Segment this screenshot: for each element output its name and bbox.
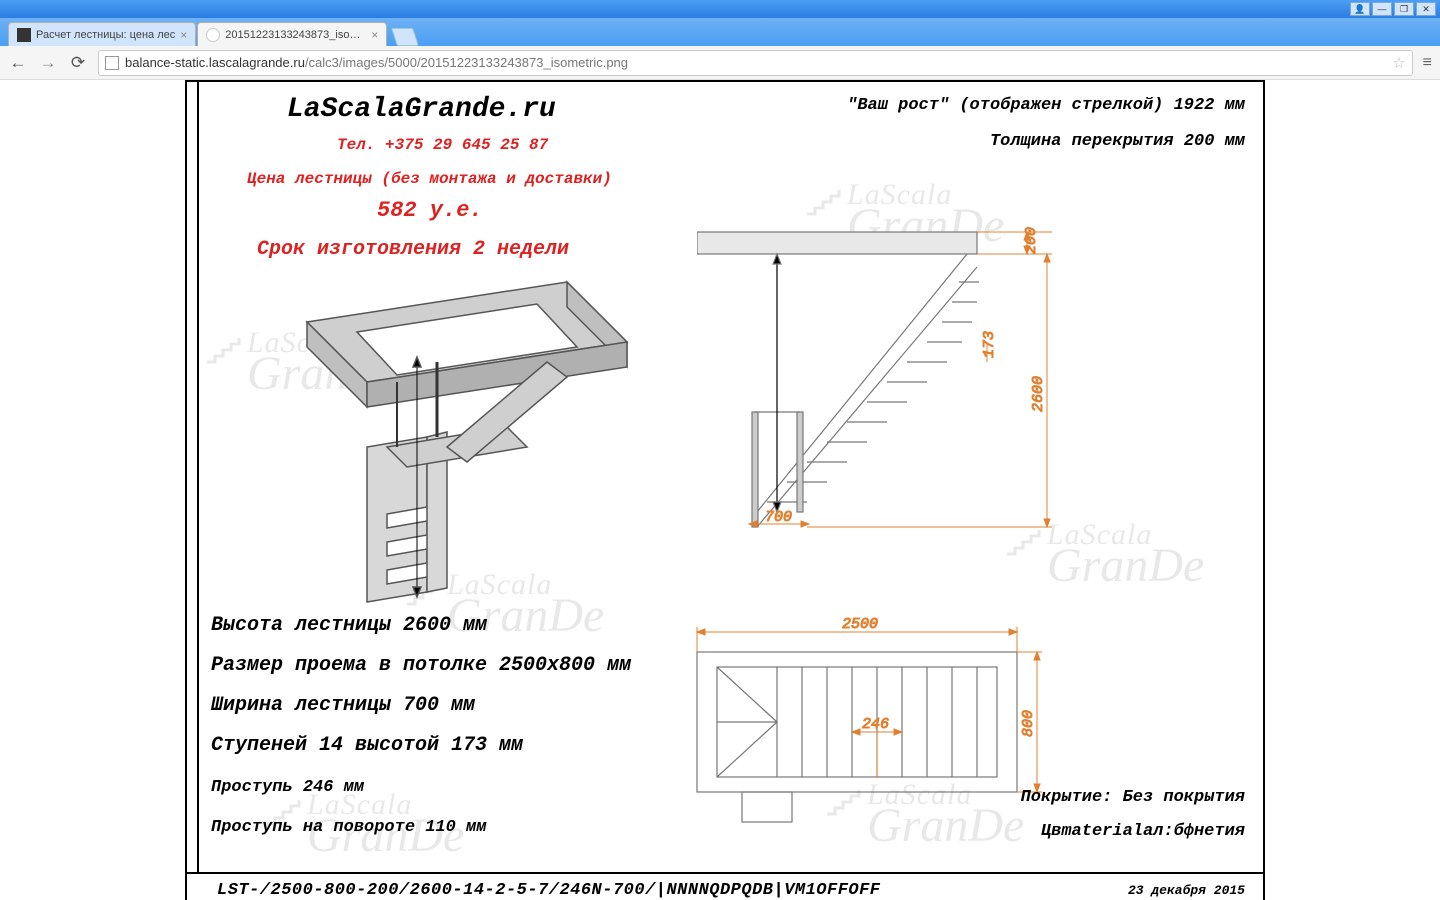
spec-width: Ширина лестницы 700 мм [211, 694, 475, 717]
back-button[interactable]: ← [8, 53, 28, 73]
spec-opening: Размер проема в потолке 2500x800 мм [211, 654, 631, 677]
drawing-sheet: LaScalaGranDe LaScalaGranDe LaScalaGranD… [185, 80, 1265, 900]
spec-tread-turn: Проступь на повороте 110 мм [211, 818, 486, 837]
maximize-button[interactable]: ❐ [1394, 2, 1414, 16]
favicon-icon [17, 28, 31, 42]
tab-title: Расчет лестницы: цена лес [36, 29, 175, 41]
url-path: /calc3/images/5000/20151223133243873_iso… [305, 55, 628, 70]
side-elevation: 700 173 200 2600 [697, 212, 1057, 542]
tab-1[interactable]: 20151223133243873_isomet × [197, 22, 387, 46]
tab-title: 20151223133243873_isomet [225, 29, 366, 41]
menu-icon[interactable]: ≡ [1423, 54, 1432, 72]
dim-173: 173 [981, 331, 998, 358]
footer-date: 23 декабря 2015 [1128, 883, 1245, 898]
url-host: balance-static.lascalagrande.ru [125, 55, 305, 70]
dim-2600: 2600 [1030, 376, 1047, 412]
close-icon[interactable]: × [180, 28, 187, 42]
ceiling-note: Толщина перекрытия 200 мм [990, 132, 1245, 151]
user-icon[interactable]: 👤 [1350, 2, 1370, 16]
bookmark-icon[interactable]: ☆ [1392, 54, 1405, 72]
new-tab-button[interactable] [391, 28, 419, 46]
reload-button[interactable]: ⟳ [68, 53, 88, 73]
favicon-icon [206, 28, 220, 42]
footer-divider [187, 872, 1263, 874]
forward-button[interactable]: → [38, 53, 58, 73]
minimize-button[interactable]: — [1372, 2, 1392, 16]
close-window-button[interactable]: ✕ [1416, 2, 1436, 16]
address-bar[interactable]: balance-static.lascalagrande.ru/calc3/im… [98, 50, 1413, 76]
site-title: LaScalaGrande.ru [287, 94, 556, 125]
price-value: 582 у.е. [377, 198, 483, 223]
footer-code: LST-/2500-800-200/2600-14-2-5-7/246N-700… [217, 881, 881, 900]
window-titlebar: 👤 — ❐ ✕ [0, 0, 1440, 18]
phone: Тел. +375 29 645 25 87 [337, 136, 548, 154]
spec-coating: Покрытие: Без покрытия [1021, 788, 1245, 807]
watermark: LaScalaGranDe [1047, 512, 1204, 586]
page-icon [105, 56, 119, 70]
tab-strip: Расчет лестницы: цена лес × 201512231332… [0, 18, 1440, 46]
dim-246: 246 [862, 716, 889, 733]
page-viewport: LaScalaGranDe LaScalaGranDe LaScalaGranD… [0, 80, 1440, 900]
height-note: "Ваш рост" (отображен стрелкой) 1922 мм [847, 96, 1245, 115]
dim-200: 200 [1023, 227, 1040, 254]
close-icon[interactable]: × [371, 28, 378, 42]
isometric-view [247, 262, 647, 622]
price-label: Цена лестницы (без монтажа и доставки) [247, 170, 612, 188]
spec-material: Цвmaterialал:бфнетия [1041, 822, 1245, 841]
dim-2500: 2500 [842, 616, 878, 633]
spec-stair-height: Высота лестницы 2600 мм [211, 614, 487, 637]
dim-800: 800 [1020, 710, 1037, 737]
dim-700: 700 [765, 509, 792, 526]
plan-view: 2500 800 246 [687, 612, 1057, 842]
browser-toolbar: ← → ⟳ balance-static.lascalagrande.ru/ca… [0, 46, 1440, 80]
spec-tread: Проступь 246 мм [211, 778, 364, 797]
lead-time: Срок изготовления 2 недели [257, 238, 569, 261]
spec-steps: Ступеней 14 высотой 173 мм [211, 734, 523, 757]
tab-0[interactable]: Расчет лестницы: цена лес × [8, 22, 196, 46]
